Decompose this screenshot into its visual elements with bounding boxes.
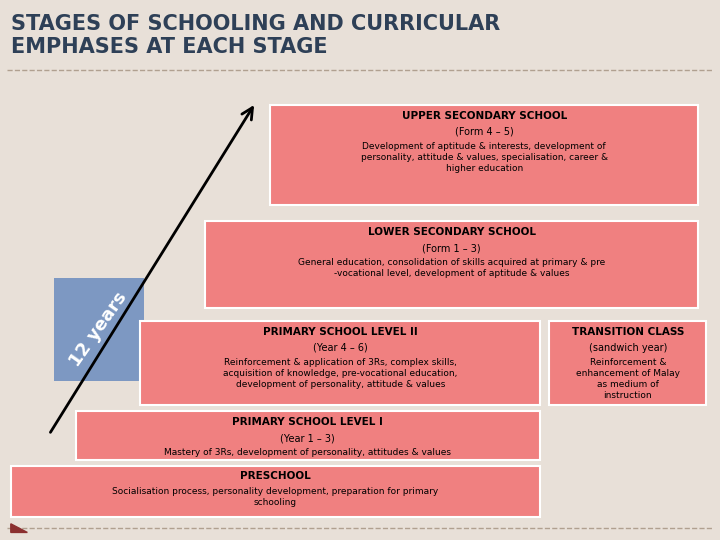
Text: Reinforcement &
enhancement of Malay
as medium of
instruction: Reinforcement & enhancement of Malay as … bbox=[576, 358, 680, 400]
Text: Development of aptitude & interests, development of
personality, attitude & valu: Development of aptitude & interests, dev… bbox=[361, 142, 608, 173]
FancyBboxPatch shape bbox=[549, 321, 706, 405]
Text: STAGES OF SCHOOLING AND CURRICULAR
EMPHASES AT EACH STAGE: STAGES OF SCHOOLING AND CURRICULAR EMPHA… bbox=[11, 14, 500, 57]
Text: PRIMARY SCHOOL LEVEL I: PRIMARY SCHOOL LEVEL I bbox=[233, 417, 383, 427]
Text: Socialisation process, personality development, preparation for primary
schoolin: Socialisation process, personality devel… bbox=[112, 487, 438, 507]
Polygon shape bbox=[11, 524, 27, 532]
FancyBboxPatch shape bbox=[140, 321, 540, 405]
FancyBboxPatch shape bbox=[205, 221, 698, 308]
FancyBboxPatch shape bbox=[11, 466, 540, 517]
FancyBboxPatch shape bbox=[270, 105, 698, 205]
Text: (Year 1 – 3): (Year 1 – 3) bbox=[280, 433, 336, 443]
Text: PRIMARY SCHOOL LEVEL II: PRIMARY SCHOOL LEVEL II bbox=[263, 327, 418, 337]
Text: TRANSITION CLASS: TRANSITION CLASS bbox=[572, 327, 684, 337]
Text: (Form 4 – 5): (Form 4 – 5) bbox=[455, 127, 513, 137]
Text: (Year 4 – 6): (Year 4 – 6) bbox=[312, 343, 368, 353]
Text: UPPER SECONDARY SCHOOL: UPPER SECONDARY SCHOOL bbox=[402, 111, 567, 121]
Text: PRESCHOOL: PRESCHOOL bbox=[240, 471, 311, 482]
Text: Reinforcement & application of 3Rs, complex skills,
acquisition of knowledge, pr: Reinforcement & application of 3Rs, comp… bbox=[223, 358, 457, 389]
Text: LOWER SECONDARY SCHOOL: LOWER SECONDARY SCHOOL bbox=[368, 227, 536, 237]
Text: 12 years: 12 years bbox=[67, 289, 131, 370]
Text: (sandwich year): (sandwich year) bbox=[589, 343, 667, 353]
Text: Mastery of 3Rs, development of personality, attitudes & values: Mastery of 3Rs, development of personali… bbox=[164, 448, 451, 457]
Text: (Form 1 – 3): (Form 1 – 3) bbox=[423, 243, 481, 253]
FancyBboxPatch shape bbox=[76, 411, 540, 460]
Text: General education, consolidation of skills acquired at primary & pre
-vocational: General education, consolidation of skil… bbox=[298, 258, 606, 278]
FancyBboxPatch shape bbox=[54, 278, 144, 381]
